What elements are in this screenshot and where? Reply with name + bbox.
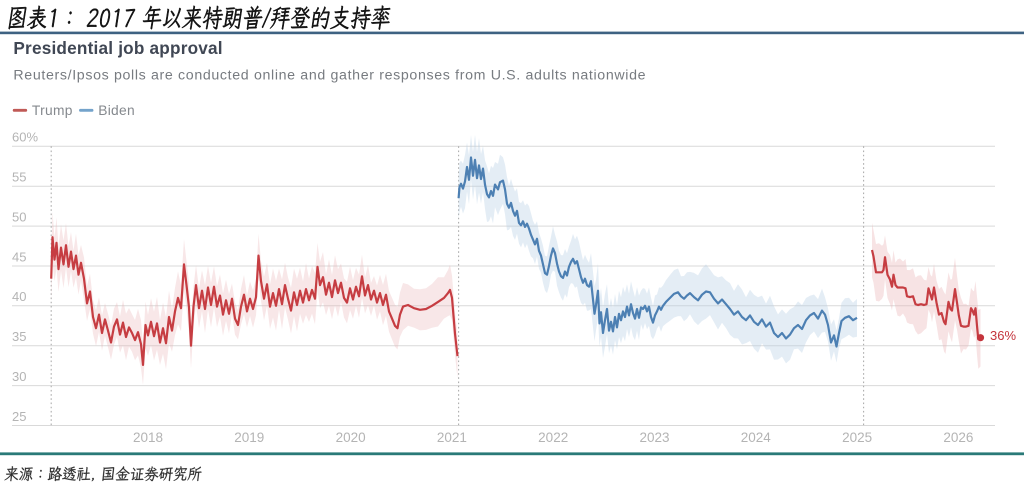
- svg-text:Reuters/Ipsos polls are conduc: Reuters/Ipsos polls are conducted online…: [13, 68, 646, 84]
- svg-text:55: 55: [12, 170, 26, 185]
- svg-text:25: 25: [12, 409, 26, 424]
- svg-text:2022: 2022: [538, 430, 568, 445]
- svg-text:2019: 2019: [234, 430, 264, 445]
- svg-text:40: 40: [12, 289, 26, 304]
- svg-text:30: 30: [12, 369, 26, 384]
- svg-text:2024: 2024: [741, 430, 772, 445]
- svg-text:35: 35: [12, 329, 26, 344]
- svg-text:2023: 2023: [639, 430, 669, 445]
- svg-text:60%: 60%: [12, 130, 38, 145]
- svg-text:36%: 36%: [990, 328, 1016, 343]
- svg-text:Biden: Biden: [98, 103, 135, 118]
- svg-text:2020: 2020: [336, 430, 366, 445]
- svg-text:50: 50: [12, 209, 26, 224]
- svg-text:Presidential job approval: Presidential job approval: [13, 38, 222, 58]
- svg-text:Trump: Trump: [32, 103, 73, 118]
- svg-text:2021: 2021: [437, 430, 467, 445]
- svg-text:2025: 2025: [842, 430, 872, 445]
- svg-text:2018: 2018: [133, 430, 163, 445]
- svg-text:2026: 2026: [943, 430, 973, 445]
- svg-text:45: 45: [12, 249, 26, 264]
